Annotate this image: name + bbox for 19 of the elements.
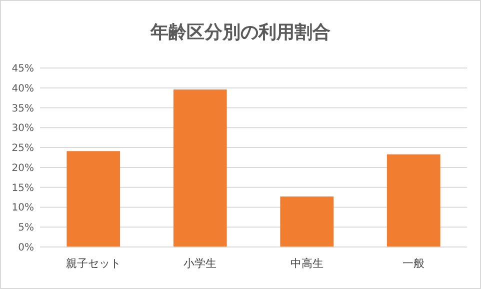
y-tick-label: 15% — [12, 182, 34, 194]
x-tick-label: 親子セット — [66, 257, 121, 270]
y-tick-label: 5% — [18, 222, 34, 234]
bar — [66, 151, 120, 247]
y-tick-label: 45% — [12, 64, 34, 74]
bar — [386, 154, 440, 247]
x-tick-label: 小学生 — [184, 257, 217, 270]
bar — [280, 196, 334, 247]
bar — [173, 89, 227, 247]
y-tick-label: 10% — [12, 202, 34, 214]
y-tick-label: 20% — [12, 162, 34, 174]
chart-title: 年齢区分別の利用割合 — [150, 22, 330, 43]
y-tick-label: 40% — [12, 83, 34, 94]
y-tick-label: 25% — [12, 143, 34, 154]
y-tick-label: 35% — [12, 103, 34, 114]
x-tick-label: 中高生 — [290, 257, 324, 270]
y-tick-label: 30% — [12, 123, 34, 134]
x-tick-label: 一般 — [402, 257, 425, 270]
y-tick-label: 0% — [18, 242, 34, 254]
